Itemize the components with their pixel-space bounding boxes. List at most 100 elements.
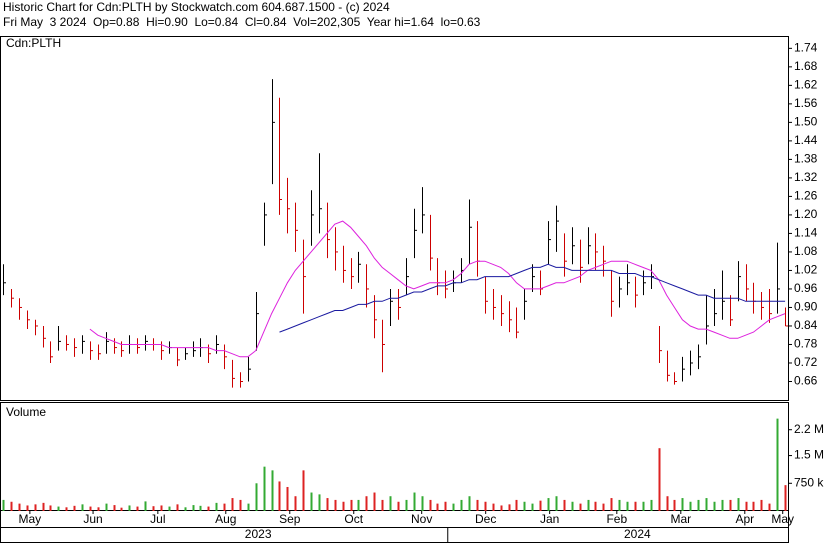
volume-bar xyxy=(207,506,210,511)
y-tick-label: 1.62 xyxy=(794,78,818,92)
y-tick-label: 1.38 xyxy=(794,152,818,166)
volume-bar xyxy=(689,501,692,511)
volume-bar xyxy=(579,503,582,511)
y-tick-label: 1.44 xyxy=(794,133,818,147)
volume-bar xyxy=(776,418,779,511)
x-tick-label: Jan xyxy=(540,512,559,526)
x-tick-label: Jul xyxy=(150,512,165,526)
volume-bar xyxy=(713,501,716,511)
panel-label: Cdn:PLTH xyxy=(6,36,61,50)
volume-bar xyxy=(587,499,590,511)
volume-bar xyxy=(460,499,463,511)
volume-bar xyxy=(73,505,76,511)
volume-bar xyxy=(413,492,416,511)
volume-bar xyxy=(136,506,139,511)
chart-subtitle: Fri May 3 2024 Op=0.88 Hi=0.90 Lo=0.84 C… xyxy=(3,15,481,29)
volume-bar xyxy=(10,501,13,511)
moving-average xyxy=(89,220,786,358)
volume-bar xyxy=(508,504,511,511)
volume-bar xyxy=(784,485,787,511)
volume-bar xyxy=(176,504,179,511)
volume-bar xyxy=(484,501,487,511)
volume-bar xyxy=(310,492,313,511)
volume-bar xyxy=(365,496,368,511)
volume-bar xyxy=(57,506,60,511)
y-tick-label: 1.14 xyxy=(794,226,818,240)
x-tick-label: Mar xyxy=(670,512,691,526)
volume-bar xyxy=(492,503,495,511)
volume-tick-label: 750 k xyxy=(794,475,824,489)
volume-bar xyxy=(231,498,234,511)
volume-bar xyxy=(263,466,266,511)
volume-bar xyxy=(405,499,408,511)
volume-bar xyxy=(199,505,202,511)
volume-bar xyxy=(81,504,84,511)
volume-bar xyxy=(468,496,471,511)
volume-bar xyxy=(26,505,29,511)
moving-average xyxy=(279,263,786,333)
volume-bar xyxy=(223,503,226,511)
y-tick-label: 0.84 xyxy=(794,318,818,332)
volume-bar xyxy=(697,499,700,511)
y-tick-label: 1.20 xyxy=(794,207,818,221)
volume-bar xyxy=(350,499,353,511)
x-tick-label: Nov xyxy=(411,512,432,526)
y-tick-label: 0.72 xyxy=(794,355,818,369)
volume-bar xyxy=(555,496,558,511)
volume-bar xyxy=(105,503,108,511)
volume-bar xyxy=(49,505,52,511)
volume-bar xyxy=(255,483,258,511)
volume-bar xyxy=(571,501,574,511)
y-tick-label: 1.26 xyxy=(794,189,818,203)
y-tick-label: 0.78 xyxy=(794,337,818,351)
volume-bar xyxy=(752,501,755,511)
volume-bar xyxy=(737,498,740,511)
volume-bar xyxy=(294,496,297,511)
volume-bar xyxy=(128,505,131,511)
volume-bar xyxy=(42,502,45,511)
volume-bar xyxy=(768,503,771,511)
y-tick-label: 1.02 xyxy=(794,263,818,277)
x-tick-label: Jun xyxy=(83,512,102,526)
volume-bar xyxy=(539,500,542,511)
volume-bar xyxy=(650,499,653,511)
y-tick-label: 1.32 xyxy=(794,170,818,184)
volume-tick-label: 2.2 M xyxy=(794,422,824,436)
volume-bar xyxy=(144,501,147,511)
volume-bar xyxy=(745,501,748,511)
volume-bar xyxy=(65,507,68,511)
volume-bar xyxy=(286,486,289,511)
y-tick-label: 0.96 xyxy=(794,281,818,295)
volume-bar xyxy=(705,498,708,511)
y-tick-label: 1.56 xyxy=(794,96,818,110)
volume-bar xyxy=(452,503,455,511)
volume-bar xyxy=(563,499,566,511)
volume-bar xyxy=(271,470,274,511)
volume-bar xyxy=(239,499,242,511)
price-panel xyxy=(0,36,789,401)
volume-bar xyxy=(634,501,637,511)
x-tick-label: Feb xyxy=(606,512,627,526)
volume-bar xyxy=(610,498,613,511)
volume-bar xyxy=(215,502,218,511)
y-tick-label: 1.08 xyxy=(794,244,818,258)
chart-title: Historic Chart for Cdn:PLTH by Stockwatc… xyxy=(3,0,390,14)
volume-bar xyxy=(397,501,400,511)
x-tick-label: Oct xyxy=(344,512,363,526)
y-tick-label: 0.66 xyxy=(794,374,818,388)
volume-bar xyxy=(523,501,526,511)
volume-bar xyxy=(326,498,329,511)
volume-bar xyxy=(531,503,534,511)
volume-bar xyxy=(594,501,597,511)
volume-bar xyxy=(89,506,92,511)
volume-bar xyxy=(357,499,360,511)
y-tick-label: 1.50 xyxy=(794,115,818,129)
volume-bar xyxy=(673,499,676,511)
volume-bar xyxy=(642,501,645,511)
volume-bar xyxy=(34,504,37,511)
volume-bar xyxy=(184,507,187,511)
volume-bar xyxy=(760,499,763,511)
y-tick-label: 1.74 xyxy=(794,41,818,55)
